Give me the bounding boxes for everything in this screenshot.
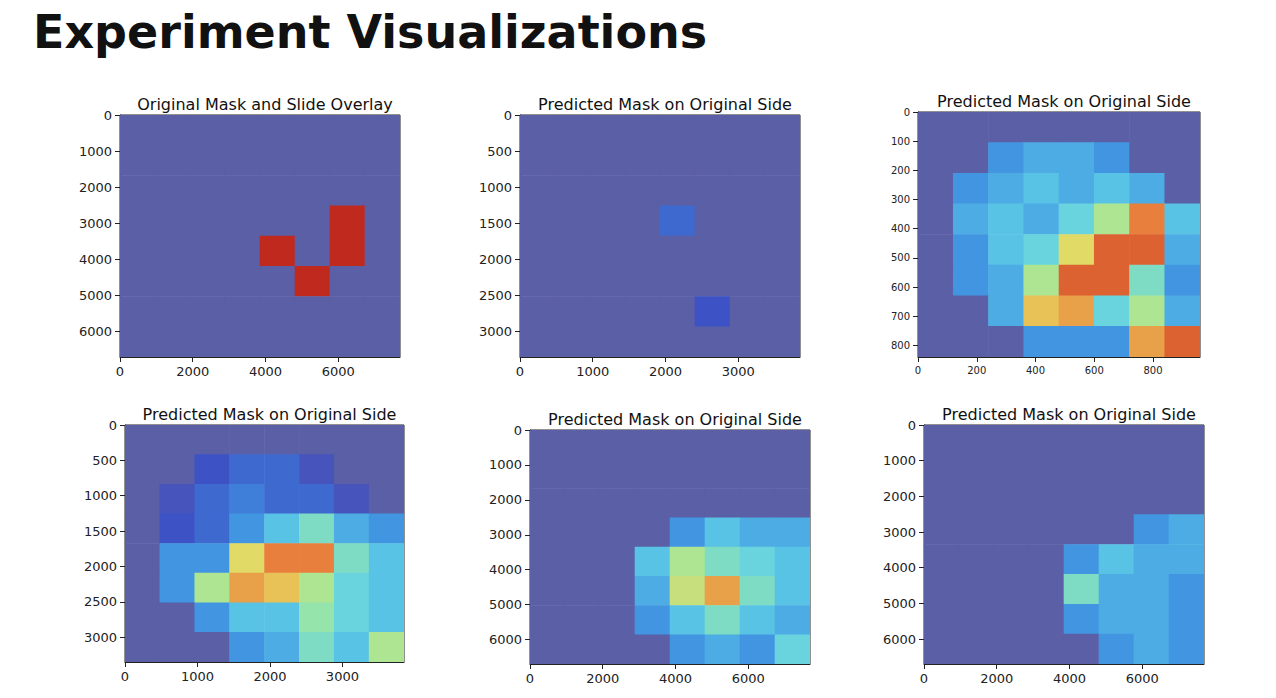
svg-text:2000: 2000 [586,671,619,686]
svg-text:0: 0 [516,364,524,379]
svg-text:300: 300 [891,194,910,205]
svg-text:500: 500 [891,252,910,263]
svg-text:6000: 6000 [79,324,112,339]
svg-text:2500: 2500 [84,594,117,609]
svg-text:0: 0 [109,418,117,433]
svg-text:2000: 2000 [253,669,286,684]
svg-text:0: 0 [121,669,129,684]
svg-text:4000: 4000 [489,562,522,577]
svg-text:5000: 5000 [883,596,916,611]
svg-text:Predicted Mask on Original Sid: Predicted Mask on Original Side [538,95,792,114]
svg-text:3000: 3000 [79,216,112,231]
svg-text:Original Mask and Slide Overla: Original Mask and Slide Overlay [137,95,393,114]
svg-text:0: 0 [915,365,921,376]
svg-text:0: 0 [908,418,916,433]
svg-text:3000: 3000 [479,324,512,339]
svg-text:3000: 3000 [722,364,755,379]
svg-text:4000: 4000 [659,671,692,686]
svg-text:2000: 2000 [176,364,209,379]
svg-text:6000: 6000 [1126,671,1159,686]
svg-text:3000: 3000 [326,669,359,684]
svg-text:500: 500 [92,453,117,468]
svg-text:0: 0 [904,107,910,118]
svg-text:0: 0 [526,671,534,686]
svg-text:4000: 4000 [249,364,282,379]
svg-text:Experiment Visualizations: Experiment Visualizations [33,5,707,59]
svg-text:1000: 1000 [79,144,112,159]
svg-text:5000: 5000 [79,288,112,303]
svg-text:Predicted Mask on Original Sid: Predicted Mask on Original Side [937,92,1191,111]
svg-text:100: 100 [891,136,910,147]
svg-text:1000: 1000 [576,364,609,379]
svg-text:3000: 3000 [84,630,117,645]
svg-text:Predicted Mask on Original Sid: Predicted Mask on Original Side [548,410,802,429]
svg-text:Predicted Mask on Original Sid: Predicted Mask on Original Side [143,405,397,424]
svg-text:3000: 3000 [883,525,916,540]
svg-text:2500: 2500 [479,288,512,303]
svg-text:Predicted Mask on Original Sid: Predicted Mask on Original Side [942,405,1196,424]
svg-text:4000: 4000 [1053,671,1086,686]
svg-text:2000: 2000 [489,492,522,507]
svg-text:1000: 1000 [84,488,117,503]
svg-text:1000: 1000 [181,669,214,684]
svg-text:1500: 1500 [479,216,512,231]
svg-text:1000: 1000 [489,457,522,472]
svg-text:600: 600 [891,282,910,293]
svg-text:0: 0 [920,671,928,686]
svg-text:6000: 6000 [732,671,765,686]
svg-text:0: 0 [104,108,112,123]
svg-text:200: 200 [967,365,986,376]
svg-text:2000: 2000 [79,180,112,195]
svg-text:1000: 1000 [883,453,916,468]
svg-text:800: 800 [891,340,910,351]
svg-text:0: 0 [504,108,512,123]
svg-text:4000: 4000 [79,252,112,267]
svg-text:2000: 2000 [883,489,916,504]
svg-text:2000: 2000 [84,559,117,574]
svg-text:700: 700 [891,311,910,322]
svg-text:0: 0 [116,364,124,379]
svg-text:5000: 5000 [489,597,522,612]
svg-text:2000: 2000 [649,364,682,379]
svg-text:500: 500 [487,144,512,159]
svg-text:0: 0 [514,423,522,438]
svg-text:1500: 1500 [84,524,117,539]
svg-text:600: 600 [1085,365,1104,376]
svg-text:6000: 6000 [883,632,916,647]
svg-text:200: 200 [891,165,910,176]
svg-text:6000: 6000 [489,632,522,647]
svg-text:800: 800 [1143,365,1162,376]
svg-text:1000: 1000 [479,180,512,195]
svg-text:2000: 2000 [479,252,512,267]
svg-text:400: 400 [891,223,910,234]
svg-text:3000: 3000 [489,527,522,542]
svg-text:4000: 4000 [883,560,916,575]
svg-text:2000: 2000 [980,671,1013,686]
svg-text:400: 400 [1026,365,1045,376]
svg-text:6000: 6000 [322,364,355,379]
